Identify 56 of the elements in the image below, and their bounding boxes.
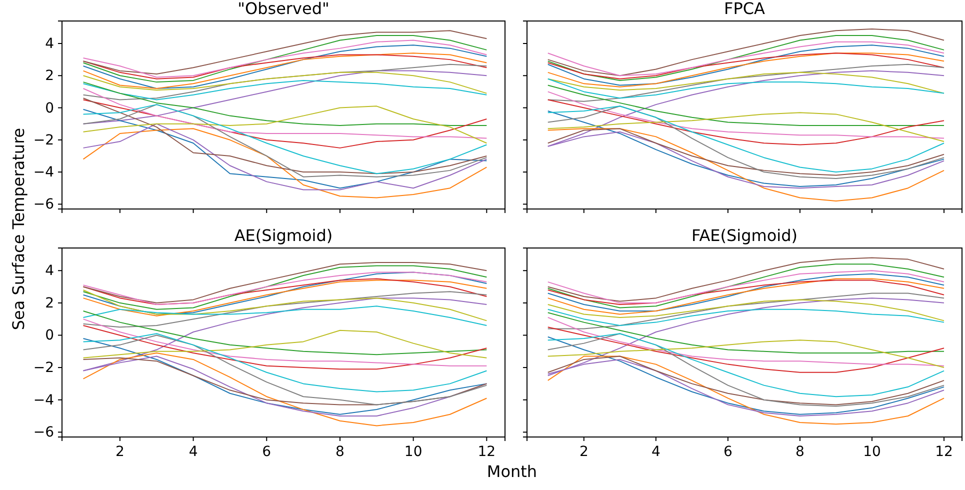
- y-tick-label: −6: [33, 196, 54, 213]
- line-series: [82, 88, 488, 139]
- y-tick-label: 4: [45, 36, 54, 52]
- x-tick-label: 12: [478, 444, 496, 460]
- line-series: [82, 123, 488, 190]
- line-series: [82, 280, 488, 316]
- line-series: [82, 265, 488, 310]
- line-series: [82, 291, 488, 328]
- line-series: [82, 70, 488, 124]
- y-tick-label: −2: [33, 132, 54, 148]
- x-tick-label: 12: [935, 444, 953, 460]
- chart-title: "Observed": [238, 0, 330, 18]
- x-tick-label: 2: [579, 444, 588, 460]
- line-series: [82, 330, 488, 358]
- line-series: [82, 310, 488, 356]
- x-axis-title: Month: [486, 462, 538, 481]
- x-tick-label: 2: [115, 444, 124, 460]
- line-series: [82, 52, 488, 89]
- chart-title: FAE(Sigmoid): [691, 226, 798, 245]
- line-series: [82, 108, 488, 189]
- line-series: [82, 290, 488, 322]
- chart-title: FPCA: [724, 0, 766, 18]
- y-tick-label: 0: [45, 328, 54, 344]
- line-series: [82, 334, 488, 406]
- y-tick-label: −4: [33, 392, 54, 408]
- x-tick-label: 4: [651, 444, 660, 460]
- line-series: [82, 54, 488, 80]
- line-series: [82, 128, 488, 198]
- x-tick-label: 10: [404, 444, 422, 460]
- y-tick-label: −6: [33, 424, 54, 441]
- line-series: [82, 306, 488, 326]
- y-axis-title: Sea Surface Temperature: [9, 128, 28, 330]
- line-series: [82, 106, 488, 144]
- x-tick-label: 6: [262, 444, 272, 460]
- line-series: [82, 333, 488, 392]
- line-series: [82, 318, 488, 366]
- line-series: [82, 30, 488, 75]
- y-tick-label: 2: [45, 295, 54, 312]
- x-tick-label: 10: [863, 444, 881, 460]
- x-tick-label: 8: [336, 444, 344, 460]
- line-series: [82, 44, 488, 89]
- y-tick-label: 0: [45, 100, 54, 116]
- x-tick-label: 6: [723, 444, 732, 460]
- y-tick-label: 2: [45, 68, 54, 84]
- line-series: [82, 82, 488, 126]
- line-series: [82, 80, 488, 100]
- x-tick-label: 4: [188, 444, 198, 460]
- chart-title: AE(Sigmoid): [234, 226, 333, 245]
- y-tick-label: −2: [33, 360, 54, 376]
- line-series: [82, 72, 488, 94]
- y-tick-label: 4: [45, 263, 54, 280]
- line-series: [82, 262, 488, 304]
- line-series: [82, 272, 488, 306]
- y-tick-label: −4: [33, 164, 54, 181]
- line-series: [82, 325, 488, 370]
- x-tick-label: 8: [795, 444, 804, 460]
